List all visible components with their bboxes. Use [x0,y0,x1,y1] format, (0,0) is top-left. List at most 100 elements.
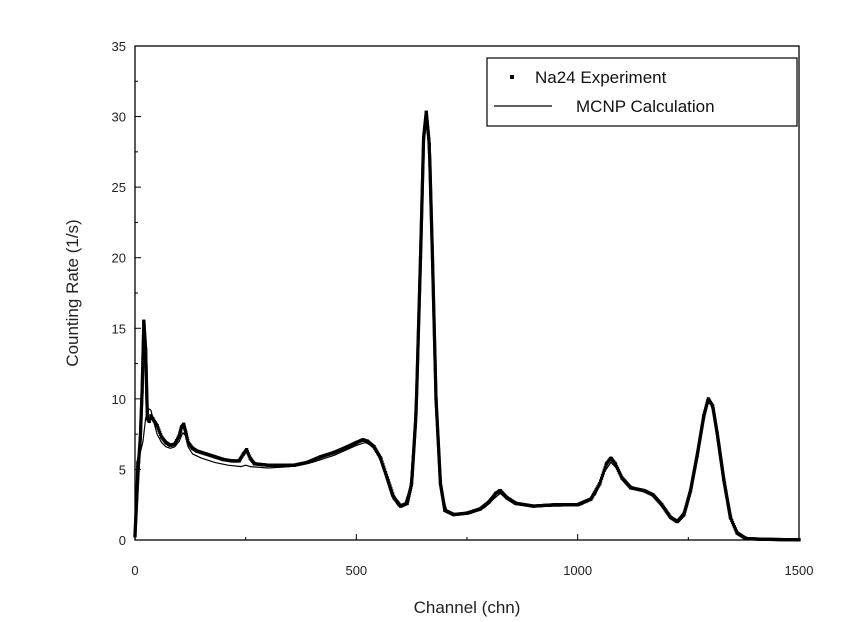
experiment-point [410,476,414,480]
experiment-point [247,454,251,458]
series-layer [133,110,801,542]
experiment-point [143,344,148,348]
experiment-point [139,425,143,429]
experiment-point [140,374,145,378]
experiment-point [137,458,141,462]
experiment-point [145,405,149,409]
experiment-point [413,423,417,427]
experiment-point [442,506,447,511]
experiment-point [426,132,430,137]
experiment-point [144,372,148,377]
experiment-point [246,452,250,456]
experiment-point [410,471,414,475]
experiment-point [406,499,410,503]
experiment-point [182,424,186,428]
experiment-point [380,460,384,464]
experiment-point [141,347,145,351]
experiment-point [139,407,144,411]
experiment-point [135,490,139,494]
experiment-point [136,466,140,470]
experiment-point [427,136,431,140]
experiment-point [408,489,412,494]
experiment-point [725,496,729,500]
experiment-point [426,125,430,129]
experiment-point [422,132,426,136]
experiment-point [135,494,139,498]
experiment-point [144,357,148,361]
experiment-point [602,468,606,472]
experiment-point [410,478,414,482]
experiment-point [412,437,417,442]
experiment-point [174,440,178,444]
experiment-point [412,444,416,449]
experiment-point [184,433,188,437]
experiment-point [728,515,732,519]
experiment-point [140,370,145,374]
y-axis-title: Counting Rate (1/s) [63,219,82,366]
experiment-point [412,441,416,445]
experiment-point [138,432,143,437]
experiment-point [391,494,396,498]
experiment-point [184,431,188,435]
experiment-point [145,407,149,411]
experiment-point [140,384,144,388]
experiment-point [387,481,391,485]
experiment-point [427,140,431,144]
experiment-point [604,463,608,467]
experiment-point [140,390,144,394]
y-tick-label: 35 [112,39,126,54]
experiment-point [139,429,143,433]
experiment-point [137,448,142,452]
experiment-point [144,367,148,371]
experiment-point [136,464,140,468]
experiment-point [411,459,415,463]
experiment-point [722,481,726,485]
experiment-point [145,388,149,392]
experiment-point [722,479,726,483]
experiment-point [389,486,393,491]
experiment-point [725,494,729,498]
experiment-point [688,490,692,494]
experiment-point [729,516,733,521]
experiment-point [422,127,427,131]
experiment-point [141,352,145,357]
experiment-point [411,466,415,470]
series-line-calculation [134,123,800,541]
experiment-point [727,506,731,510]
experiment-point [144,384,149,388]
experiment-point [139,409,143,413]
experiment-point [411,457,415,461]
x-axis-title: Channel (chn) [414,598,521,617]
experiment-point [144,363,148,367]
experiment-point [145,393,149,398]
experiment-point [711,405,715,409]
experiment-point [145,390,149,394]
experiment-point [412,436,417,440]
experiment-point [140,396,144,400]
experiment-point [175,439,179,443]
experiment-point [413,434,417,438]
experiment-point [442,501,446,505]
experiment-point [422,131,426,135]
experiment-point [413,429,417,433]
experiment-point [139,417,143,421]
experiment-point [142,324,146,329]
experiment-point [425,123,430,127]
experiment-point [382,465,386,469]
experiment-point [724,491,728,495]
experiment-point [140,401,144,406]
experiment-point [425,121,429,126]
y-tick-label: 30 [112,110,126,125]
experiment-point [705,402,709,406]
experiment-point [142,328,147,332]
experiment-point [159,433,163,437]
experiment-point [615,465,619,469]
experiment-point [145,401,149,405]
experiment-point [139,413,143,417]
experiment-point [135,488,139,492]
experiment-point [142,319,146,323]
x-tick-label: 500 [345,563,367,578]
experiment-point [139,403,144,407]
experiment-point [728,511,732,515]
experiment-point [134,501,139,505]
